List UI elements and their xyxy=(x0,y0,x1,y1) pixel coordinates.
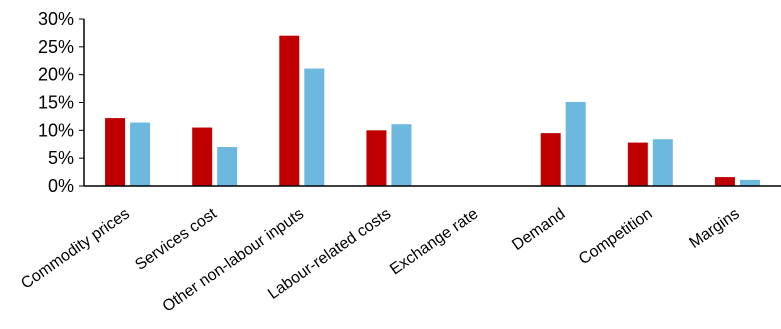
y-tick-label: 25% xyxy=(38,37,74,57)
bar-series-1-competition xyxy=(627,142,648,186)
y-tick-label: 10% xyxy=(38,120,74,140)
bar-series-2-competition xyxy=(652,139,673,186)
y-tick-label: 15% xyxy=(38,93,74,113)
bar-series-1-other-non-labour-inputs xyxy=(279,35,300,187)
bar-series-1-labour-related-costs xyxy=(366,130,387,186)
y-tick-label: 30% xyxy=(38,9,74,29)
bar-series-1-margins xyxy=(714,177,735,186)
x-category-label: Services cost xyxy=(132,205,220,274)
bar-series-2-services-cost xyxy=(217,147,238,186)
bar-series-1-commodity-prices xyxy=(105,118,126,186)
bar-series-2-margins xyxy=(739,179,760,186)
bar-series-2-commodity-prices xyxy=(130,122,151,186)
x-category-label: Other non-labour inputs xyxy=(160,205,307,315)
y-tick-label: 0% xyxy=(48,176,74,196)
x-category-label: Margins xyxy=(686,205,742,252)
x-category-label: Competition xyxy=(576,205,656,268)
x-category-label: Commodity prices xyxy=(18,205,133,292)
y-axis-ticks: 0% 5% 10% 15% 20% 25% 30% xyxy=(38,9,84,196)
bar-series-2-labour-related-costs xyxy=(391,124,412,186)
bars xyxy=(105,35,760,187)
x-category-label: Demand xyxy=(509,205,568,254)
bar-series-2-other-non-labour-inputs xyxy=(304,68,325,186)
x-category-label: Exchange rate xyxy=(387,205,481,278)
y-tick-label: 20% xyxy=(38,65,74,85)
y-tick-label: 5% xyxy=(48,148,74,168)
bar-series-2-demand xyxy=(565,101,586,186)
bar-series-1-services-cost xyxy=(192,127,213,186)
bar-series-1-demand xyxy=(540,133,561,186)
